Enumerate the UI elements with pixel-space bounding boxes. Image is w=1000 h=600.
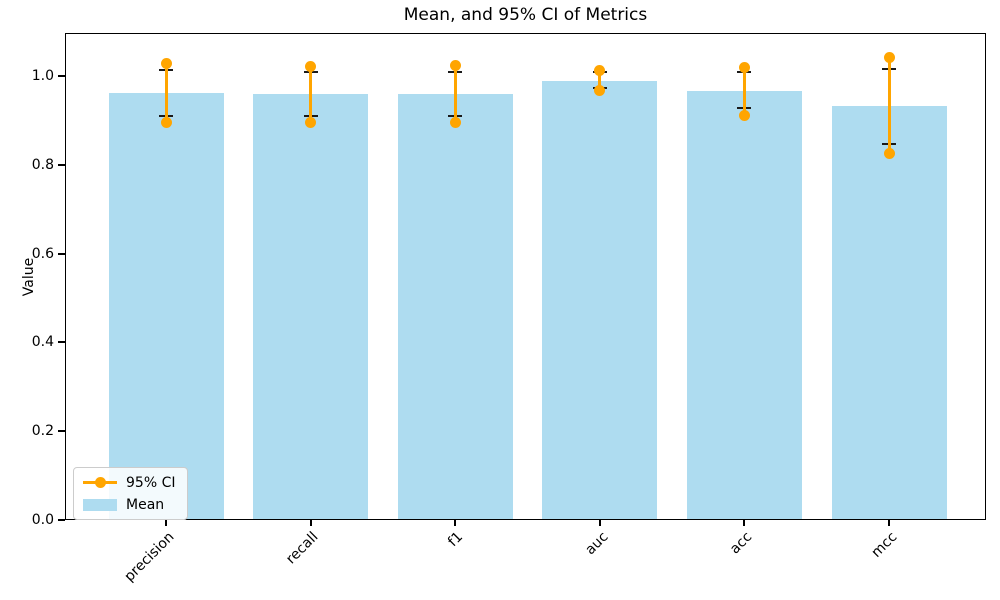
legend-item-mean: Mean xyxy=(83,496,175,513)
bar-precision xyxy=(108,93,224,520)
errorbar-dot-high-precision xyxy=(160,58,172,70)
bar-f1 xyxy=(397,94,513,520)
errorbar-dot-low-recall xyxy=(305,117,317,129)
errorbar-dot-high-acc xyxy=(738,62,750,74)
y-tick-mark-0.2 xyxy=(58,430,65,433)
legend-label-ci: 95% CI xyxy=(126,474,176,491)
errorbar-line-mcc xyxy=(887,57,891,154)
errorbar-dot-high-f1 xyxy=(449,60,461,72)
errorbar-dot-high-mcc xyxy=(883,52,895,64)
y-tick-label-0.0: 0.0 xyxy=(31,512,54,528)
y-tick-label-0.8: 0.8 xyxy=(31,156,54,173)
bar-acc xyxy=(686,90,802,520)
x-tick-label-f1: f1 xyxy=(445,529,467,551)
errorbar-dot-low-auc xyxy=(594,84,606,96)
x-tick-mark-recall xyxy=(309,520,312,526)
x-tick-label-mcc: mcc xyxy=(868,529,901,561)
y-tick-mark-0.6 xyxy=(58,252,65,255)
errorbar-line-acc xyxy=(742,67,746,116)
errorbar-line-f1 xyxy=(453,65,457,123)
errorbar-dot-low-precision xyxy=(160,116,172,128)
y-tick-label-0.6: 0.6 xyxy=(31,245,54,262)
x-tick-mark-precision xyxy=(165,520,167,526)
x-tick-mark-mcc xyxy=(888,520,890,526)
legend-item-ci: 95% CI xyxy=(83,474,175,491)
legend-label-mean: Mean xyxy=(126,496,165,513)
x-tick-label-acc: acc xyxy=(727,529,756,558)
x-tick-mark-acc xyxy=(743,520,746,526)
y-axis-label: Value xyxy=(21,257,37,297)
mean-swatch-icon xyxy=(83,498,117,511)
errorbar-dot-high-auc xyxy=(594,65,606,77)
x-tick-mark-auc xyxy=(598,520,601,526)
bar-auc xyxy=(542,81,658,520)
errorbar-dot-high-recall xyxy=(305,60,317,72)
errorbar-line-auc xyxy=(598,70,602,91)
errorbar-marker-icon xyxy=(83,477,117,488)
legend: 95% CI Mean xyxy=(73,467,189,520)
errorbar-line-recall xyxy=(309,66,313,123)
x-tick-label-precision: precision xyxy=(121,529,178,585)
y-tick-label-1.0: 1.0 xyxy=(31,68,54,84)
y-tick-mark-0.8 xyxy=(58,163,65,166)
errorbar-dot-low-mcc xyxy=(883,147,895,159)
errorbar-dot-low-acc xyxy=(738,109,750,121)
y-tick-label-0.2: 0.2 xyxy=(31,423,54,440)
x-tick-label-recall: recall xyxy=(283,529,322,568)
errorbar-dot-low-f1 xyxy=(449,116,461,128)
errorbar-line-precision xyxy=(164,63,168,123)
y-tick-mark-1.0 xyxy=(58,75,65,77)
errorbar-dot-icon xyxy=(94,477,106,488)
y-tick-mark-0.4 xyxy=(58,341,65,344)
chart-title: Mean, and 95% CI of Metrics xyxy=(403,5,648,25)
x-tick-mark-f1 xyxy=(454,520,457,526)
bar-mcc xyxy=(831,106,947,520)
x-tick-label-auc: auc xyxy=(582,529,612,559)
bar-recall xyxy=(253,94,369,520)
y-tick-label-0.4: 0.4 xyxy=(31,334,54,351)
y-tick-mark-0.0 xyxy=(58,519,65,521)
